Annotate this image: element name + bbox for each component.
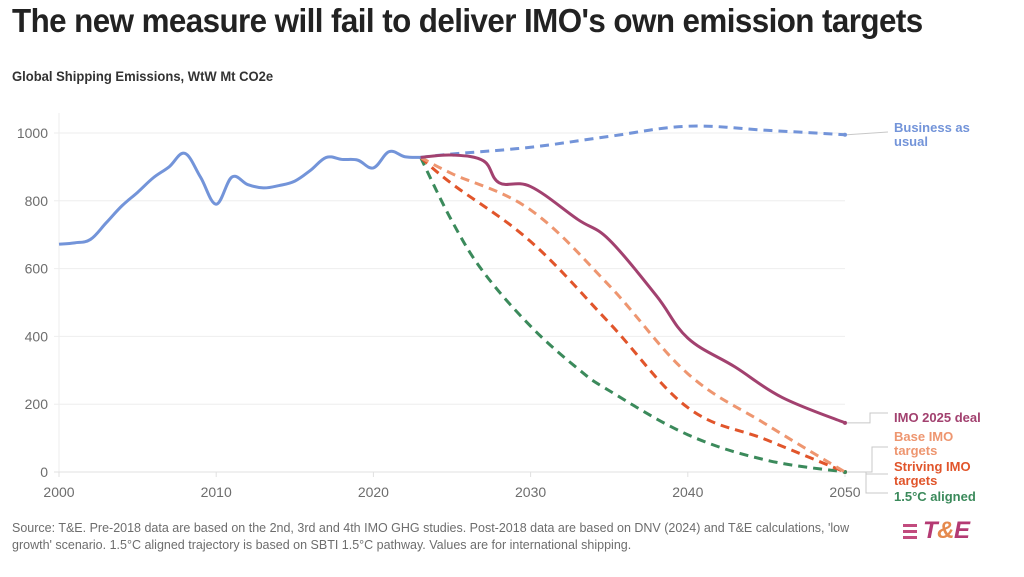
leader-line bbox=[847, 446, 888, 473]
leader-line bbox=[847, 412, 888, 424]
series-label-line: targets bbox=[894, 473, 937, 488]
x-tick-label: 2010 bbox=[201, 484, 232, 500]
logo-amp: & bbox=[937, 517, 955, 544]
logo-t: T bbox=[923, 517, 938, 544]
series-line-1-5-c-aligned bbox=[419, 156, 846, 474]
label-leader-lines bbox=[843, 131, 889, 494]
series-label-line: Striving IMO bbox=[894, 459, 971, 474]
series-label: 1.5°C aligned bbox=[894, 489, 976, 504]
series-label-line: Base IMO bbox=[894, 429, 953, 444]
chart-subtitle: Global Shipping Emissions, WtW Mt CO2e bbox=[12, 68, 274, 84]
logo-e: E bbox=[954, 517, 970, 544]
series-line-business-as-usual bbox=[420, 124, 846, 159]
series-label: IMO 2025 deal bbox=[894, 410, 981, 425]
y-axis-ticks: 0 200 400 600 800 1000 bbox=[17, 125, 48, 480]
series-label-line: IMO 2025 deal bbox=[894, 410, 981, 425]
x-tick-label: 2030 bbox=[515, 484, 546, 500]
y-tick-label: 0 bbox=[40, 464, 48, 480]
series-label-line: Business as bbox=[894, 120, 970, 135]
y-tick-label: 1000 bbox=[17, 125, 48, 141]
logo-text: T&E bbox=[923, 517, 970, 545]
x-tick-label: 2020 bbox=[358, 484, 389, 500]
series-line-striving-imo-targets bbox=[419, 156, 846, 474]
source-note: Source: T&E. Pre-2018 data are based on … bbox=[12, 521, 850, 552]
series-label: Striving IMO targets bbox=[894, 459, 971, 488]
leader-line bbox=[847, 471, 888, 494]
series-label: Business as usual bbox=[894, 120, 970, 149]
x-tick-label: 2000 bbox=[43, 484, 74, 500]
grid-lines bbox=[54, 113, 846, 477]
series-line-historical bbox=[58, 149, 421, 246]
leader-line bbox=[846, 131, 889, 136]
x-tick-label: 2040 bbox=[672, 484, 703, 500]
y-tick-label: 600 bbox=[25, 261, 49, 277]
chart-title: The new measure will fail to deliver IMO… bbox=[12, 2, 923, 39]
x-axis-ticks: 2000 2010 2020 2030 2040 2050 bbox=[43, 484, 860, 500]
te-logo: T&E bbox=[903, 517, 970, 545]
series-line-base-imo-targets bbox=[419, 156, 846, 474]
series-line-imo-2025-deal bbox=[420, 153, 846, 425]
logo-bars-icon bbox=[903, 523, 917, 539]
x-tick-label: 2050 bbox=[829, 484, 860, 500]
series-lines bbox=[58, 124, 846, 474]
series-label: Base IMO targets bbox=[894, 429, 953, 458]
series-label-line: 1.5°C aligned bbox=[894, 489, 976, 504]
series-label-line: targets bbox=[894, 443, 937, 458]
y-tick-label: 800 bbox=[25, 193, 49, 209]
y-tick-label: 400 bbox=[25, 328, 49, 344]
y-tick-label: 200 bbox=[25, 396, 49, 412]
series-label-line: usual bbox=[894, 134, 928, 149]
